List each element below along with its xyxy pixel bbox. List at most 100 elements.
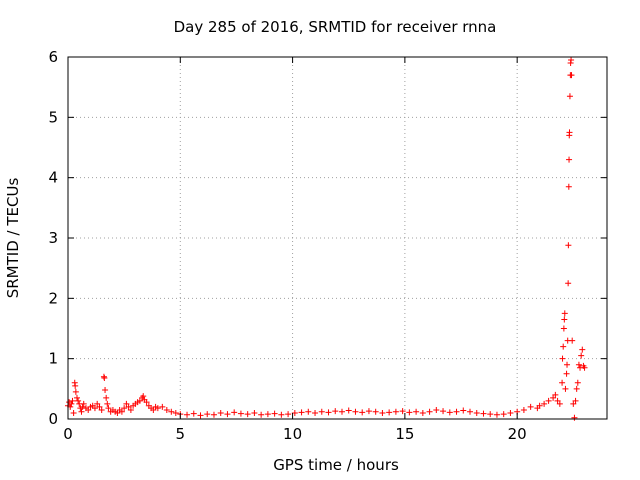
data-point	[184, 411, 191, 418]
data-point	[500, 411, 507, 418]
data-point	[386, 409, 393, 416]
data-point	[493, 411, 500, 418]
data-point	[520, 406, 527, 413]
data-point	[392, 408, 399, 415]
data-point	[150, 406, 157, 413]
y-axis-label: SRMTID / TECUs	[4, 178, 22, 299]
data-point	[231, 409, 238, 416]
y-tick-label: 2	[48, 289, 58, 307]
data-point	[426, 408, 433, 415]
data-point	[101, 374, 108, 381]
x-tick-label: 15	[395, 425, 414, 443]
data-point	[278, 411, 285, 418]
data-point	[244, 411, 251, 418]
data-point	[332, 408, 339, 415]
data-point	[574, 379, 581, 386]
data-point	[204, 411, 211, 418]
data-point	[570, 400, 577, 407]
data-point	[562, 385, 569, 392]
data-point	[560, 325, 567, 332]
data-point	[460, 407, 467, 414]
y-ticks: 0 1 2 3 4 5 6	[48, 48, 607, 428]
data-point	[123, 400, 130, 407]
x-tick-label: 20	[508, 425, 527, 443]
data-point	[571, 414, 578, 421]
chart-title: Day 285 of 2016, SRMTID for receiver rnn…	[174, 18, 497, 36]
data-point	[352, 408, 359, 415]
grid-lines	[68, 57, 607, 419]
data-point	[325, 409, 332, 416]
y-tick-label: 6	[48, 48, 58, 66]
data-point	[114, 409, 121, 416]
data-point	[103, 394, 110, 401]
data-point	[121, 405, 128, 412]
data-point	[379, 409, 386, 416]
data-point	[75, 397, 82, 404]
data-point	[258, 411, 265, 418]
data-point	[565, 242, 572, 249]
x-tick-label: 10	[283, 425, 302, 443]
data-point	[467, 408, 474, 415]
data-point	[565, 183, 572, 190]
data-point	[566, 129, 573, 136]
data-point	[318, 408, 325, 415]
data-point	[399, 408, 406, 415]
data-point	[197, 412, 204, 419]
data-point	[413, 408, 420, 415]
data-point	[70, 409, 77, 416]
y-tick-label: 4	[48, 169, 58, 187]
data-point	[338, 408, 345, 415]
data-point	[527, 403, 534, 410]
data-point	[94, 400, 101, 407]
data-point	[575, 361, 582, 368]
data-point	[554, 397, 561, 404]
data-point	[440, 408, 447, 415]
data-point	[96, 403, 103, 410]
data-point	[433, 406, 440, 413]
data-point	[159, 403, 166, 410]
data-point	[560, 343, 567, 350]
data-point	[140, 393, 147, 400]
data-point	[312, 409, 319, 416]
data-point	[143, 399, 150, 406]
data-point	[271, 410, 278, 417]
data-point	[578, 352, 585, 359]
data-point	[487, 411, 494, 418]
data-point	[406, 409, 413, 416]
data-point	[561, 316, 568, 323]
data-point	[285, 411, 292, 418]
data-point	[172, 409, 179, 416]
data-point	[536, 402, 543, 409]
data-point	[359, 409, 366, 416]
data-point	[419, 409, 426, 416]
data-point	[565, 280, 572, 287]
data-point	[566, 156, 573, 163]
data-point	[264, 411, 271, 418]
data-point	[573, 385, 580, 392]
data-point	[190, 410, 197, 417]
data-point	[210, 411, 217, 418]
x-ticks: 0 5 10 15 20	[63, 57, 527, 443]
data-point	[345, 407, 352, 414]
data-point	[480, 410, 487, 417]
data-point	[561, 310, 568, 317]
data-point	[298, 409, 305, 416]
data-point	[118, 408, 125, 415]
data-point	[446, 409, 453, 416]
data-point	[556, 400, 563, 407]
y-tick-label: 1	[48, 350, 58, 368]
data-point	[365, 408, 372, 415]
data-point	[69, 397, 76, 404]
data-point	[572, 397, 579, 404]
data-point	[237, 410, 244, 417]
data-point	[305, 408, 312, 415]
data-points	[65, 57, 588, 421]
data-point	[91, 405, 98, 412]
data-point	[98, 406, 105, 413]
data-point	[125, 403, 132, 410]
data-point	[291, 409, 298, 416]
data-point	[507, 409, 514, 416]
data-point	[564, 361, 571, 368]
data-point	[568, 72, 575, 79]
